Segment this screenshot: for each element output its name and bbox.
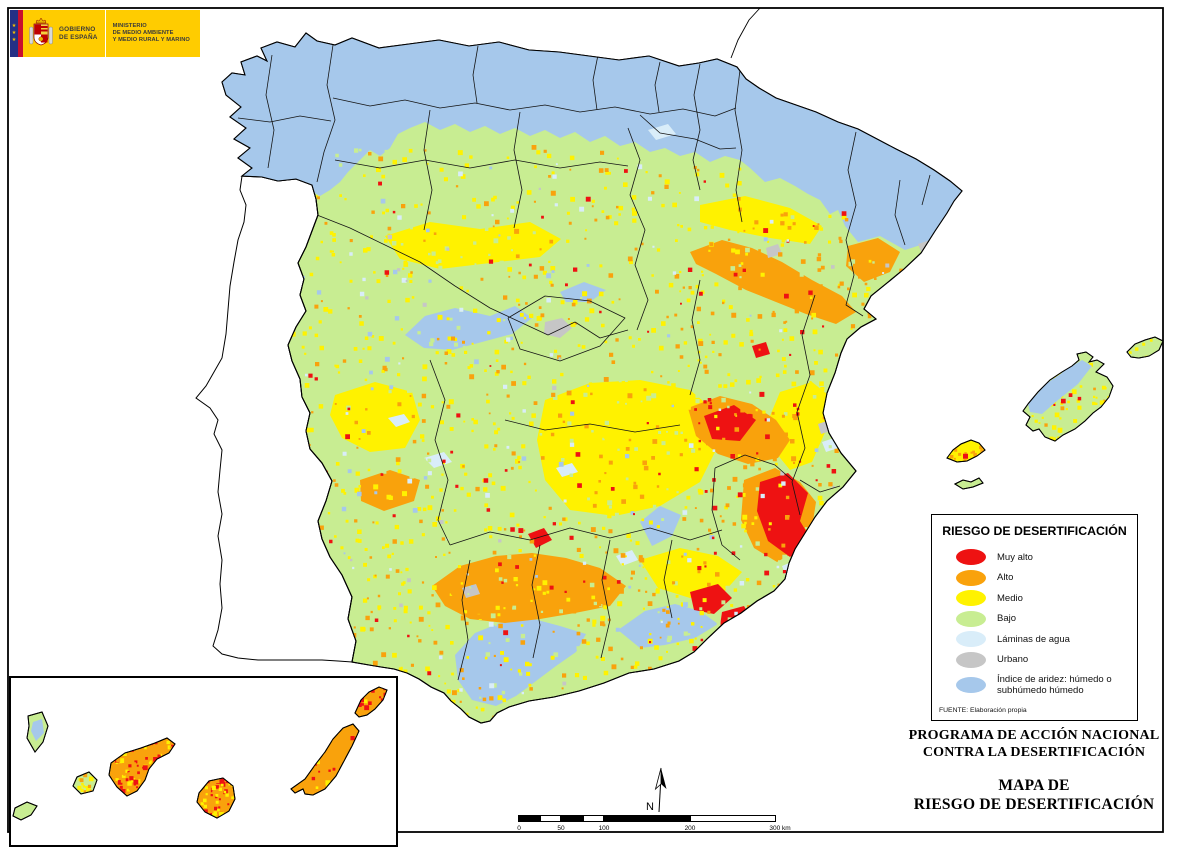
scalebar-label: 100	[598, 825, 610, 832]
flag-red-stripe	[18, 10, 23, 57]
legend-swatch	[956, 610, 986, 627]
balearic-islands	[946, 336, 1164, 490]
scalebar-label: 0	[517, 825, 521, 832]
scalebar-label: 300 km	[769, 825, 791, 832]
legend-item-label: Medio	[997, 592, 1023, 604]
scalebar	[518, 815, 776, 822]
island-ibiza-mosaic	[948, 443, 985, 462]
star-icon	[12, 31, 16, 36]
star-icon	[12, 38, 16, 43]
map-title: MAPA DE RIESGO DE DESERTIFICACIÓN	[913, 777, 1155, 813]
scalebar-segment	[539, 815, 561, 822]
legend-item-label: Láminas de agua	[997, 633, 1070, 645]
legend-source: FUENTE: Elaboración propia	[939, 707, 1027, 714]
risk-mosaic	[222, 33, 962, 723]
star-icon	[12, 24, 16, 29]
legend-swatch	[956, 569, 986, 586]
legend: RIESGO DE DESERTIFICACIÓN Muy alto Alto Me…	[931, 514, 1138, 721]
legend-item-label: Alto	[997, 572, 1014, 584]
legend-item-label: Muy alto	[997, 551, 1033, 563]
legend-item: Índice de aridez: húmedo o subhúmedo húm…	[932, 670, 1137, 700]
legend-item: Bajo	[932, 609, 1137, 630]
canary-islands	[12, 686, 388, 821]
province-boundaries	[237, 44, 931, 681]
scalebar-segment	[582, 815, 604, 822]
legend-item: Láminas de agua	[932, 629, 1137, 650]
legend-item: Alto	[932, 568, 1137, 589]
coat-of-arms	[29, 17, 53, 45]
legend-swatch	[956, 651, 986, 668]
north-label: N	[646, 801, 654, 813]
scalebar-segment	[518, 815, 540, 822]
canary-inset-box	[9, 676, 398, 847]
scalebar-label: 50	[557, 825, 565, 832]
island-gomera-mosaic	[77, 772, 97, 794]
legend-swatch	[956, 590, 986, 607]
government-name: GOBIERNO DE ESPAÑA	[59, 25, 98, 41]
scalebar-segment	[561, 815, 583, 822]
government-logo: GOBIERNO DE ESPAÑA MINISTERIO DE MEDIO A…	[10, 10, 200, 57]
legend-item-label: Bajo	[997, 613, 1017, 625]
legend-items: Muy alto Alto Medio Bajo Láminas de agua Urba…	[932, 547, 1137, 700]
island-menorca-mosaic	[1128, 337, 1163, 358]
ministry-name: MINISTERIO DE MEDIO AMBIENTE Y MEDIO RUR…	[112, 23, 190, 43]
legend-swatch	[956, 549, 986, 566]
logo-divider	[104, 10, 106, 57]
flag-blue-stripe	[10, 10, 18, 57]
spain-coast-outline	[221, 32, 963, 724]
legend-item: Urbano	[932, 650, 1137, 671]
scalebar-label: 200	[684, 825, 696, 832]
island-palma-mosaic	[31, 719, 44, 741]
map-frame	[7, 7, 1164, 833]
legend-item: Medio	[932, 588, 1137, 609]
legend-item-label: Urbano	[997, 654, 1029, 666]
title-block: PROGRAMA DE ACCIÓN NACIONAL CONTRA LA DE…	[903, 728, 1165, 814]
logo-field: GOBIERNO DE ESPAÑA MINISTERIO DE MEDIO A…	[23, 10, 200, 57]
legend-title: RIESGO DE DESERTIFICACIÓN	[942, 524, 1127, 538]
north-arrow-icon: N	[646, 767, 667, 813]
scalebar-segment	[604, 815, 690, 822]
legend-swatch	[956, 677, 986, 693]
france-coast-line	[730, 7, 761, 59]
scalebar-segment	[690, 815, 776, 822]
legend-swatch	[956, 631, 986, 648]
risk-speckle	[240, 143, 962, 723]
legend-item-label: Índice de aridez: húmedo o subhúmedo húm…	[997, 673, 1112, 696]
program-title: PROGRAMA DE ACCIÓN NACIONAL CONTRA LA DE…	[908, 728, 1160, 760]
legend-item: Muy alto	[932, 547, 1137, 568]
